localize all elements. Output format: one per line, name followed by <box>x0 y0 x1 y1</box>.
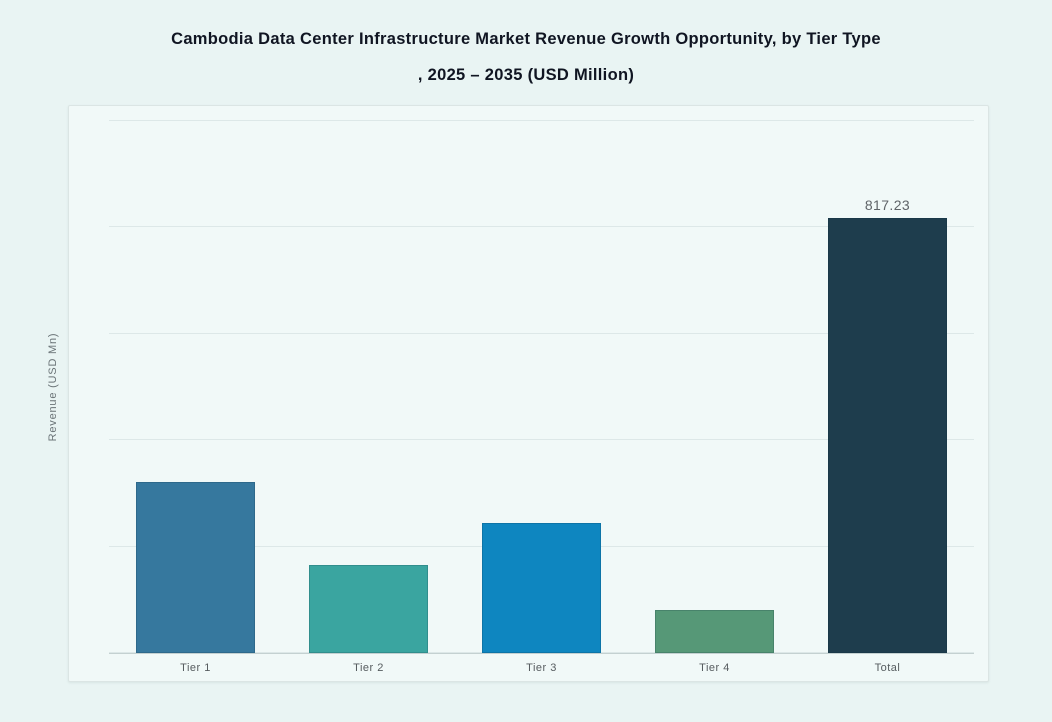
chart-card: Revenue (USD Mn) 817.23 Tier 1 Tier 2 Tier… <box>47 105 989 682</box>
gridline-400 <box>109 439 974 441</box>
bar-slot-tier-3 <box>455 121 628 653</box>
bar-slot-tier-4 <box>628 121 801 653</box>
bar-tier-4[interactable] <box>655 609 774 653</box>
gridline-600 <box>109 332 974 334</box>
plot-bars: 817.23 <box>109 121 974 653</box>
x-axis-label-tier-1: Tier 1 <box>180 662 211 674</box>
bar-slot-tier-1 <box>109 121 282 653</box>
bar-tier-1[interactable] <box>136 482 255 653</box>
chart-title: Cambodia Data Center Infrastructure Mark… <box>0 30 1052 85</box>
gridline-1000 <box>109 120 974 121</box>
gridline-800 <box>109 226 974 228</box>
bar-slot-tier-2 <box>282 121 455 653</box>
bar-total[interactable] <box>828 218 947 653</box>
chart-title-line-2: , 2025 – 2035 (USD Million) <box>417 66 635 84</box>
x-axis-label-tier-2: Tier 2 <box>353 662 384 674</box>
chart-title-line-1: Cambodia Data Center Infrastructure Mark… <box>171 30 881 48</box>
bar-slot-total: 817.23 <box>801 121 974 653</box>
x-axis-label-tier-3: Tier 3 <box>526 662 557 674</box>
bar-tier-3[interactable] <box>482 522 601 653</box>
x-axis-labels: Tier 1 Tier 2 Tier 3 Tier 4 Total <box>109 659 974 674</box>
bar-tier-2[interactable] <box>309 565 428 653</box>
x-axis-label-total: Total <box>874 662 901 674</box>
bar-value-label-total: 817.23 <box>864 197 911 214</box>
y-axis-label: Revenue (USD Mn) <box>47 332 59 442</box>
x-axis-label-tier-4: Tier 4 <box>699 662 730 674</box>
plot-area: 817.23 <box>109 120 974 654</box>
